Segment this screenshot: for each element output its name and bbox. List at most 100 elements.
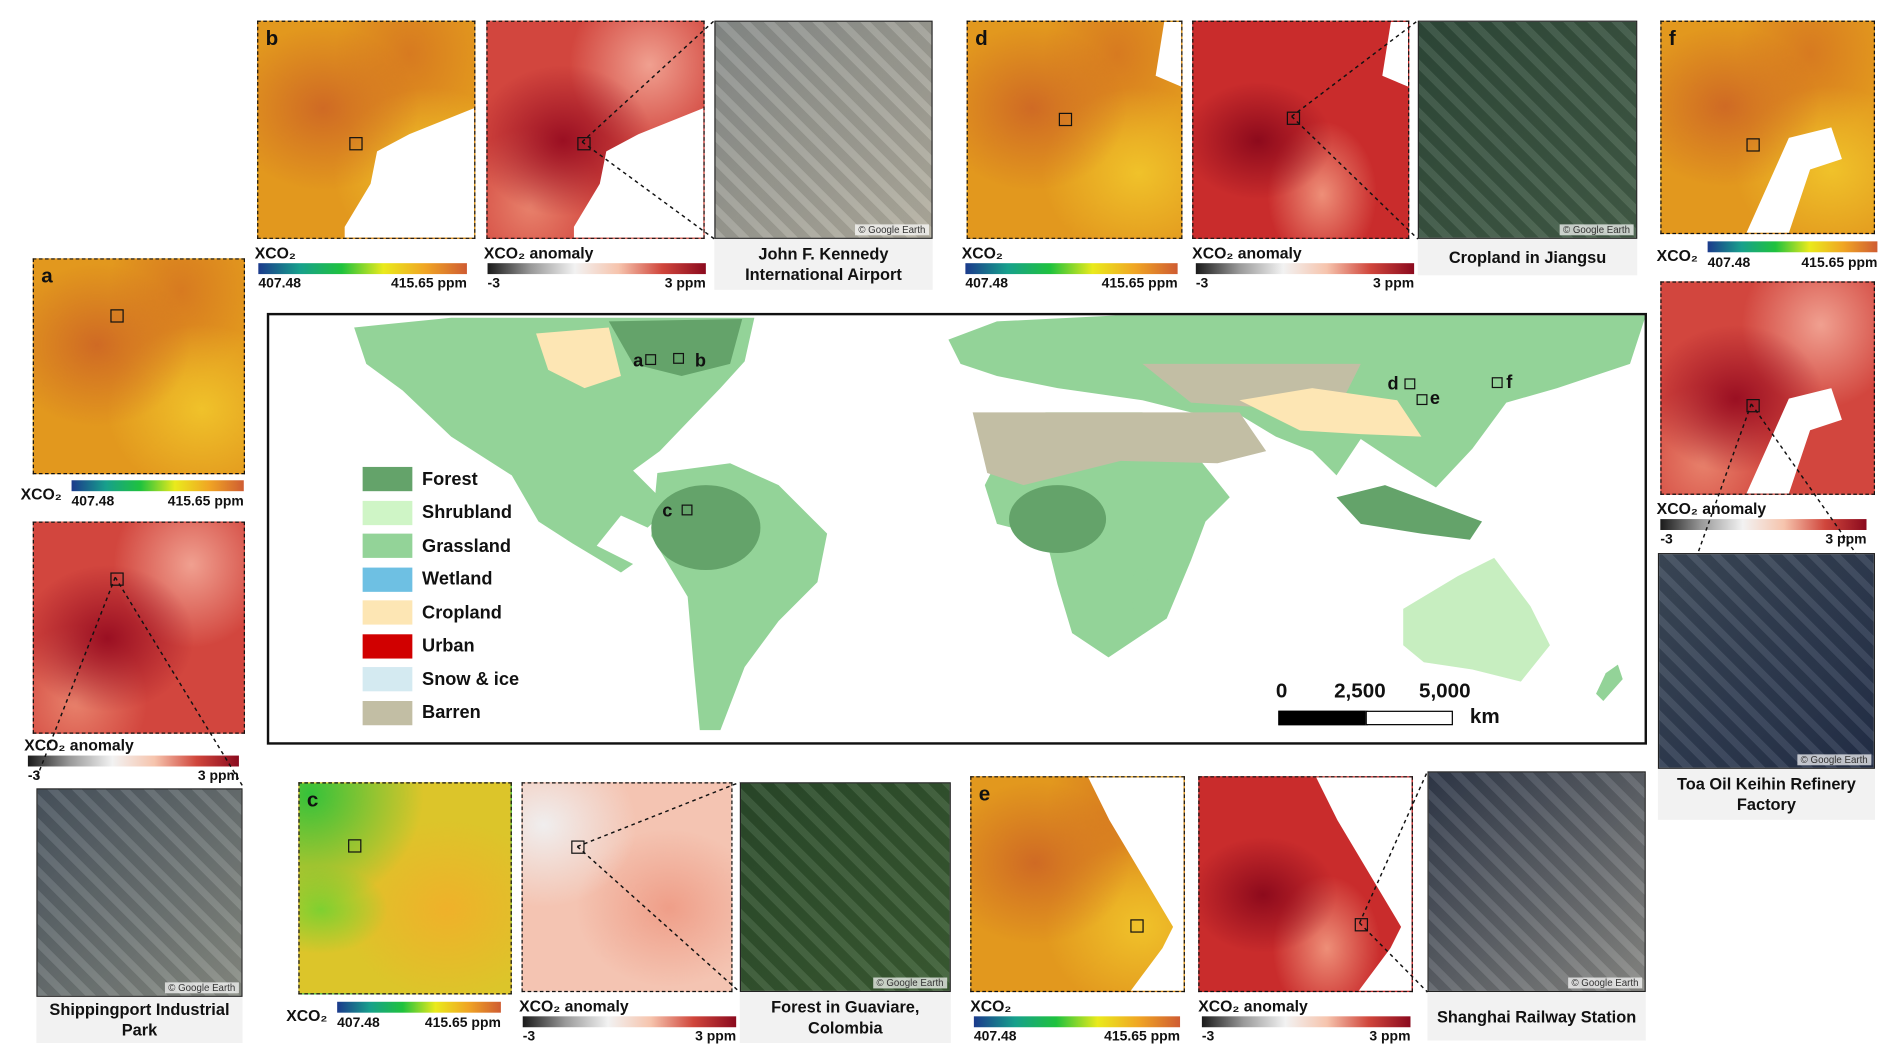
satellite-image-d: © Google Earth (1417, 20, 1638, 239)
map-marker-box-d (1404, 378, 1416, 390)
target-box (349, 137, 363, 151)
legend-swatch (362, 533, 413, 558)
xco2-anomaly-map-b (486, 20, 705, 239)
xco2-colorbar-b-min: 407.48 (258, 276, 302, 292)
google-earth-watermark: © Google Earth (164, 982, 239, 994)
anomaly-colorbar-d-label: XCO₂ anomaly (1192, 243, 1302, 262)
legend-label: Grassland (422, 535, 512, 557)
satellite-image-b: © Google Earth (714, 20, 933, 239)
xco2-map-e: e (970, 776, 1185, 993)
target-box (1354, 918, 1369, 932)
xco2-colorbar-d-values: 407.48 415.65 ppm (965, 277, 1177, 292)
legend-label: Barren (422, 702, 481, 723)
anomaly-colorbar-b: XCO₂ anomaly -3 3 ppm (484, 244, 710, 291)
xco2-colorbar-f-min: 407.48 (1707, 255, 1751, 271)
target-box (1286, 111, 1301, 125)
sahara-arabia-barren (972, 412, 1267, 486)
anomaly-colorbar-b-max: 3 ppm (664, 276, 706, 292)
satellite-image-f: © Google Earth (1657, 553, 1875, 769)
scale-bar-black (1278, 710, 1369, 726)
panel-letter: d (975, 26, 988, 50)
target-box (1058, 112, 1073, 127)
map-marker-box-a (645, 354, 657, 366)
satellite-image-e: © Google Earth (1427, 771, 1646, 993)
panel-letter: c (306, 788, 319, 812)
xco2-colorbar-c-label: XCO₂ (286, 1006, 328, 1025)
xco2-colorbar-a-max: 415.65 ppm (167, 494, 244, 510)
xco2-colorbar-f-gradient (1707, 241, 1878, 253)
legend-label: Forest (422, 468, 478, 490)
anomaly-colorbar-f-label: XCO₂ anomaly (1656, 499, 1767, 518)
xco2-colorbar-b-values: 407.48 415.65 ppm (258, 277, 467, 292)
xco2-colorbar-e-min: 407.48 (973, 1029, 1017, 1045)
world-land-cover-map: Forest Shrubland Grassland Wetland Cropland U… (266, 312, 1647, 745)
google-earth-watermark: © Google Earth (1567, 977, 1643, 989)
legend-item-urban: Urban (362, 633, 475, 658)
legend-label: Snow & ice (422, 668, 520, 690)
scale-tick-2500: 2,500 (1334, 679, 1386, 703)
madagascar (1131, 567, 1149, 617)
xco2-colorbar-b-label: XCO₂ (254, 243, 296, 262)
map-marker-box-c (681, 504, 693, 516)
anomaly-colorbar-a-gradient (27, 755, 239, 767)
xco2-colorbar-e-values: 407.48 415.65 ppm (974, 1030, 1180, 1045)
xco2-colorbar-a-gradient (71, 480, 244, 492)
anomaly-colorbar-d-gradient (1195, 263, 1415, 275)
xco2-colorbar-a-min: 407.48 (71, 494, 115, 510)
xco2-anomaly-map-d (1192, 20, 1410, 239)
google-earth-watermark: © Google Earth (854, 224, 930, 236)
anomaly-colorbar-e-min: -3 (1201, 1029, 1215, 1045)
xco2-anomaly-map-f-water-mask (1746, 388, 1842, 494)
xco2-colorbar-d-max: 415.65 ppm (1101, 276, 1178, 292)
xco2-anomaly-map-d-water-mask (1382, 21, 1409, 87)
panel-letter: a (41, 264, 53, 288)
target-box (1746, 138, 1760, 152)
xco2-colorbar-d-min: 407.48 (965, 276, 1009, 292)
map-marker-box-b (673, 352, 685, 364)
legend-label: Urban (422, 635, 475, 657)
xco2-colorbar-d-gradient (965, 263, 1178, 275)
anomaly-colorbar-d: XCO₂ anomaly -3 3 ppm (1192, 243, 1418, 291)
map-marker-box-f (1491, 377, 1503, 389)
xco2-colorbar-c-min: 407.48 (337, 1016, 380, 1031)
scale-tick-5000: 5,000 (1418, 679, 1471, 703)
anomaly-colorbar-e-max: 3 ppm (1369, 1029, 1411, 1045)
anomaly-colorbar-f-min: -3 (1660, 532, 1673, 547)
legend-label: Shrubland (422, 502, 513, 523)
scale-tick-0: 0 (1275, 679, 1288, 703)
xco2-colorbar-b-gradient (258, 263, 467, 275)
anomaly-colorbar-b-values: -3 3 ppm (488, 277, 706, 292)
legend-item-shrubland: Shrubland (362, 500, 513, 525)
xco2-map-e-water-mask (1088, 777, 1184, 991)
site-caption-a: Shippingport Industrial Park (36, 996, 243, 1044)
google-earth-watermark: © Google Earth (872, 977, 948, 989)
legend-item-wetland: Wetland (362, 566, 492, 592)
anomaly-colorbar-e-values: -3 3 ppm (1202, 1030, 1411, 1045)
target-box (110, 309, 124, 323)
xco2-colorbar-f-max: 415.65 ppm (1801, 255, 1878, 271)
legend-swatch (362, 667, 413, 692)
new-zealand (1596, 664, 1623, 701)
xco2-anomaly-map-c (521, 782, 733, 993)
xco2-colorbar-e-gradient (973, 1016, 1181, 1028)
xco2-colorbar-f-label: XCO₂ (1656, 246, 1698, 265)
panel-letter: f (1668, 26, 1676, 50)
anomaly-colorbar-e: XCO₂ anomaly -3 3 ppm (1198, 997, 1414, 1044)
xco2-colorbar-c-values: 407.48 415.65 ppm (337, 1016, 501, 1031)
xco2-map-f-water-mask (1746, 127, 1842, 233)
xco2-colorbar-a-label: XCO₂ (20, 485, 62, 504)
legend-item-barren: Barren (362, 700, 481, 725)
xco2-colorbar-e-label: XCO₂ (970, 996, 1012, 1016)
legend-item-snow-ice: Snow & ice (362, 667, 520, 692)
site-caption-d: Cropland in Jiangsu (1417, 238, 1638, 276)
xco2-colorbar-d-label: XCO₂ (961, 243, 1003, 262)
congo-forest (1009, 485, 1107, 554)
map-marker-label-f: f (1506, 372, 1513, 393)
anomaly-colorbar-c-max: 3 ppm (695, 1029, 737, 1045)
se-asia-islands (1336, 485, 1483, 540)
xco2-colorbar-b: XCO₂ 407.48 415.65 ppm (254, 243, 471, 291)
anomaly-colorbar-a-label: XCO₂ anomaly (24, 736, 134, 755)
legend-item-cropland: Cropland (362, 600, 502, 625)
anomaly-colorbar-c-label: XCO₂ anomaly (519, 996, 629, 1016)
